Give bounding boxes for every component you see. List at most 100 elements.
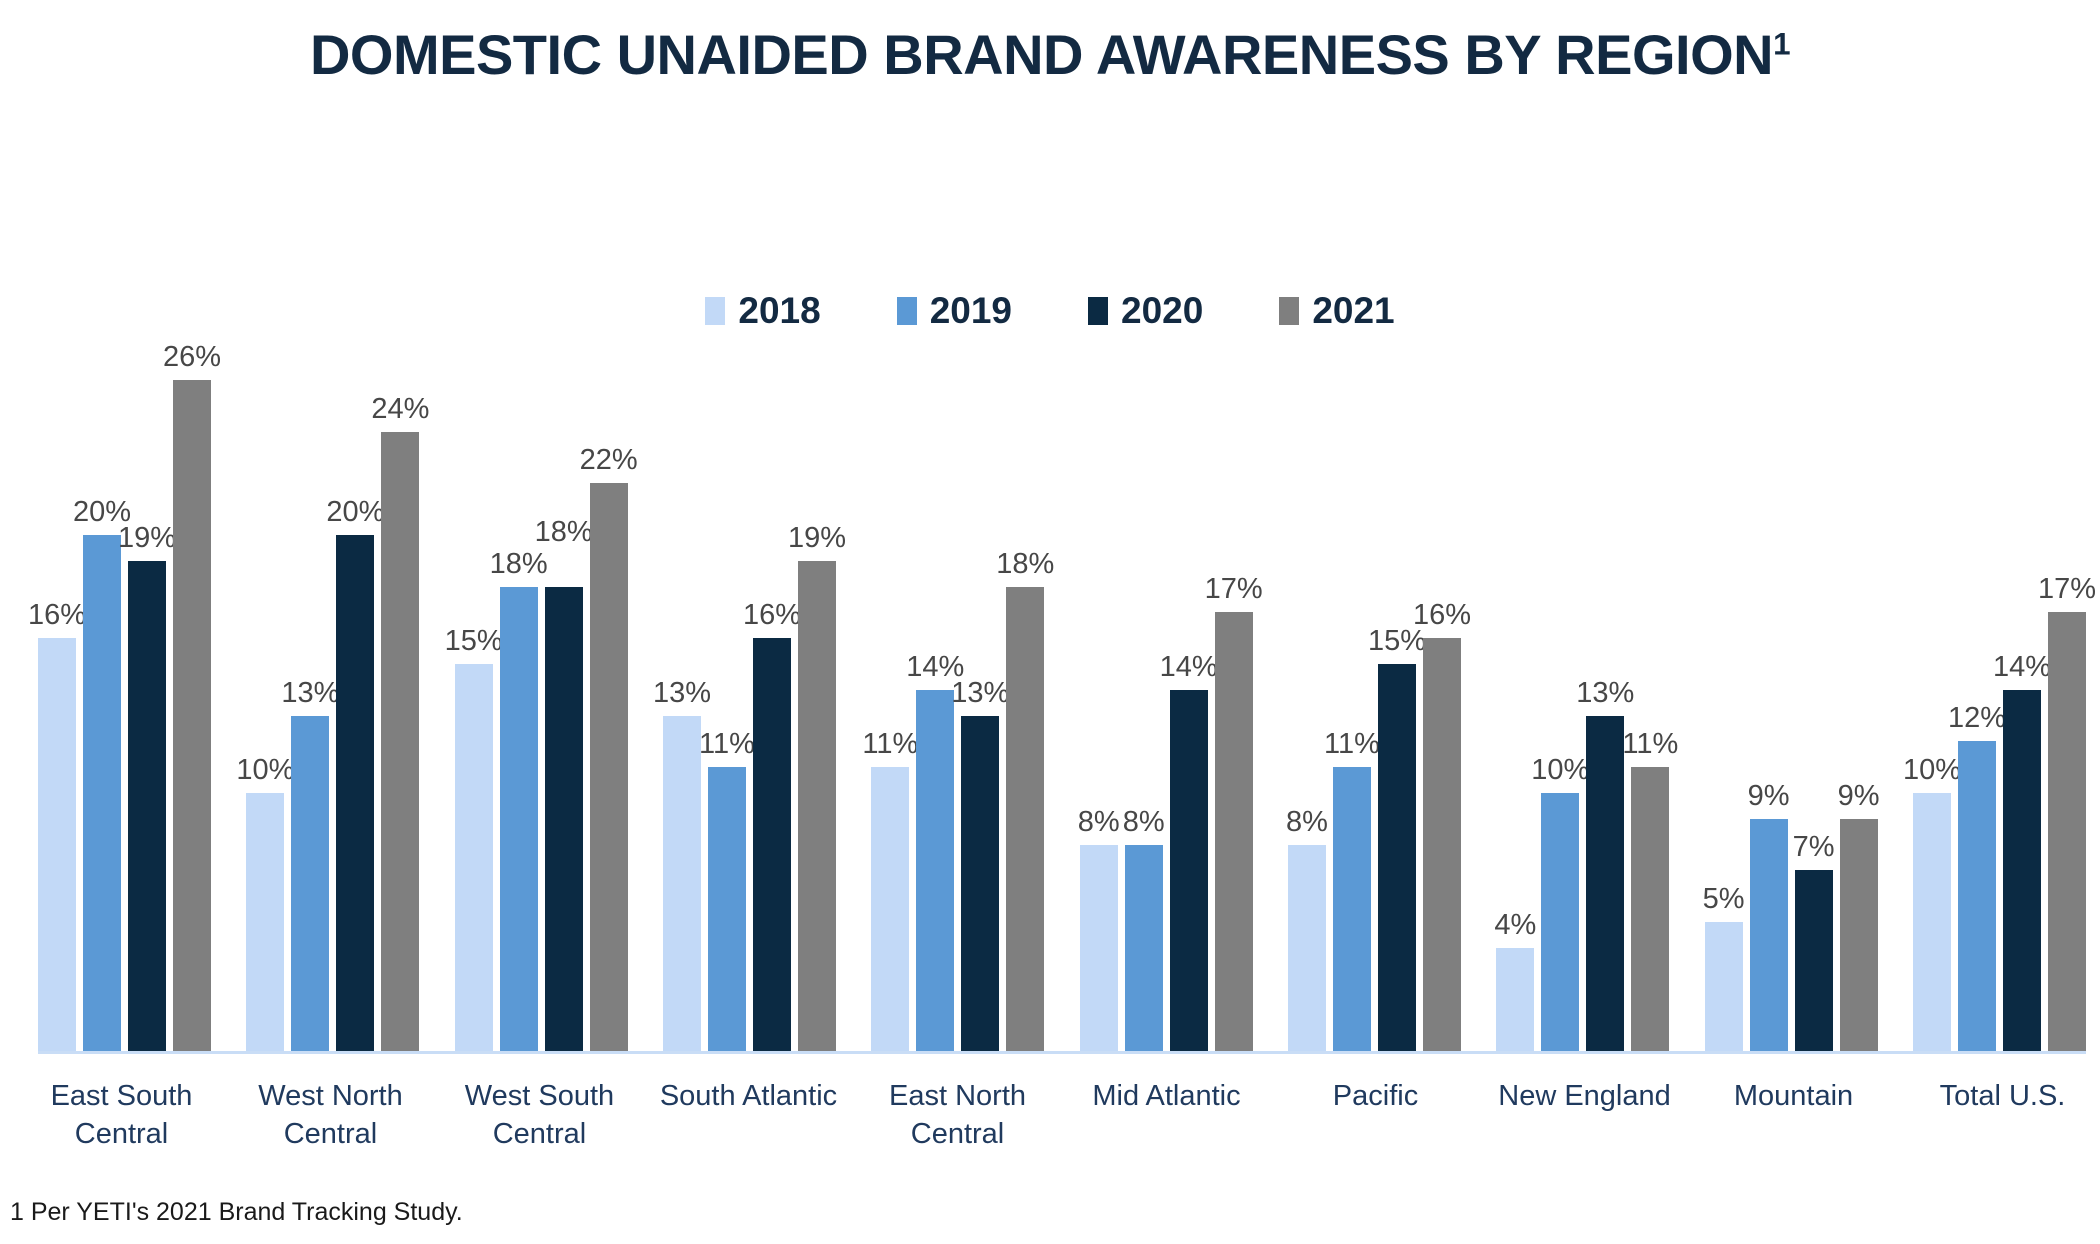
bar-2021-south-atlantic xyxy=(797,561,836,1051)
bar-2021-mid-atlantic xyxy=(1214,612,1253,1051)
value-label: 24% xyxy=(371,393,430,425)
bar-slot: 4% xyxy=(1494,281,1536,1051)
legend-label: 2018 xyxy=(738,290,821,331)
value-label: 16% xyxy=(742,599,802,631)
bar-group-east-north-central: 11% 14% 13% 18% xyxy=(862,281,1054,1051)
bar-slot: 10% xyxy=(236,281,294,1051)
bar-slot: 18% xyxy=(996,281,1054,1051)
bar-2019-east-north-central xyxy=(916,690,955,1051)
bar-slot: 11% xyxy=(699,281,755,1051)
value-label: 16% xyxy=(1412,599,1471,631)
bar-slot: 15% xyxy=(445,281,503,1051)
bar-slot: 9% xyxy=(1747,281,1790,1051)
value-label: 11% xyxy=(1324,728,1380,760)
category-label-text: Mid Atlantic xyxy=(1092,1080,1241,1112)
category-label-east-south-central: East South Central xyxy=(38,1078,205,1153)
legend: 2018 2019 2020 2021 xyxy=(0,290,2100,332)
value-label: 9% xyxy=(1837,780,1880,812)
value-label: 22% xyxy=(579,444,638,476)
bar-group-south-atlantic: 13% 11% 16% 19% xyxy=(653,281,846,1051)
bar-2018-east-south-central xyxy=(38,638,76,1051)
bar-slot: 20% xyxy=(326,281,384,1051)
legend-label: 2019 xyxy=(929,290,1012,331)
bar-slot: 26% xyxy=(163,281,221,1051)
value-label: 7% xyxy=(1792,831,1835,863)
bar-slot: 11% xyxy=(1324,281,1380,1051)
legend-swatch-2019 xyxy=(896,297,917,325)
bar-slot: 8% xyxy=(1123,281,1165,1051)
bar-group-east-south-central: 16% 20% 19% 26% xyxy=(28,281,221,1051)
bar-slot: 17% xyxy=(1205,281,1263,1051)
bar-slot: 16% xyxy=(743,281,801,1051)
category-label-mountain: Mountain xyxy=(1710,1078,1877,1153)
bar-slot: 20% xyxy=(73,281,131,1051)
legend-swatch-2021 xyxy=(1279,297,1300,325)
bar-2019-west-north-central xyxy=(291,716,330,1051)
value-label: 18% xyxy=(534,516,593,548)
bar-2019-east-south-central xyxy=(83,535,121,1051)
value-label: 26% xyxy=(162,341,222,373)
bar-slot: 13% xyxy=(653,281,711,1051)
bar-2020-south-atlantic xyxy=(752,638,791,1051)
value-label: 14% xyxy=(906,651,965,683)
category-label-text: West South Central xyxy=(464,1080,615,1150)
legend-item-2019: 2019 xyxy=(896,290,1012,332)
value-label: 17% xyxy=(2037,573,2096,605)
value-label: 10% xyxy=(1902,754,1961,786)
value-label: 16% xyxy=(27,599,87,631)
bar-2019-total-u-s xyxy=(1957,741,1996,1051)
bar-slot: 13% xyxy=(1576,281,1634,1051)
category-label-mid-atlantic: Mid Atlantic xyxy=(1083,1078,1250,1153)
bar-2021-east-south-central xyxy=(173,380,211,1051)
bar-2021-pacific xyxy=(1422,638,1461,1051)
legend-swatch-2018 xyxy=(705,297,726,325)
value-label: 15% xyxy=(1367,625,1426,657)
bar-slot: 14% xyxy=(1160,281,1218,1051)
bar-2018-mid-atlantic xyxy=(1079,845,1118,1051)
bar-2021-total-u-s xyxy=(2047,612,2086,1051)
legend-item-2021: 2021 xyxy=(1279,290,1395,332)
value-label: 13% xyxy=(281,677,340,709)
bar-2021-mountain xyxy=(1839,819,1878,1051)
category-label-text: South Atlantic xyxy=(659,1080,838,1112)
value-label: 11% xyxy=(699,728,755,760)
bar-2019-west-south-central xyxy=(499,587,538,1051)
category-label-text: Mountain xyxy=(1733,1080,1854,1112)
category-label-west-north-central: West North Central xyxy=(247,1078,414,1153)
bar-2018-west-south-central xyxy=(454,664,493,1051)
bar-2020-pacific xyxy=(1377,664,1416,1051)
bar-slot: 14% xyxy=(906,281,964,1051)
category-label-text: East South Central xyxy=(50,1080,193,1150)
category-label-text: West North Central xyxy=(258,1080,403,1150)
bar-slot: 19% xyxy=(118,281,176,1051)
bar-slot: 19% xyxy=(788,281,846,1051)
bar-slot: 12% xyxy=(1948,281,2006,1051)
bar-2020-east-north-central xyxy=(961,716,1000,1051)
bar-2019-mountain xyxy=(1749,819,1788,1051)
value-label: 10% xyxy=(1531,754,1590,786)
bar-group-mountain: 5% 9% 7% 9% xyxy=(1703,281,1880,1051)
bar-group-west-north-central: 10% 13% 20% 24% xyxy=(236,281,429,1051)
bar-2020-east-south-central xyxy=(128,561,166,1051)
bar-group-mid-atlantic: 8% 8% 14% 17% xyxy=(1078,281,1263,1051)
bar-2020-west-north-central xyxy=(336,535,375,1051)
value-label: 13% xyxy=(1576,677,1635,709)
bar-2019-mid-atlantic xyxy=(1124,845,1163,1051)
category-label-text: Pacific xyxy=(1332,1080,1419,1112)
category-label-east-north-central: East North Central xyxy=(874,1078,1041,1153)
value-label: 9% xyxy=(1747,780,1790,812)
value-label: 20% xyxy=(326,496,385,528)
page-title: DOMESTIC UNAIDED BRAND AWARENESS BY REGI… xyxy=(0,22,2100,87)
bar-slot: 11% xyxy=(862,281,918,1051)
bar-2019-pacific xyxy=(1332,767,1371,1051)
category-label-south-atlantic: South Atlantic xyxy=(660,1078,837,1153)
bar-slot: 15% xyxy=(1368,281,1426,1051)
bar-slot: 14% xyxy=(1993,281,2051,1051)
value-label: 15% xyxy=(444,625,503,657)
category-label-pacific: Pacific xyxy=(1292,1078,1459,1153)
value-label: 13% xyxy=(652,677,712,709)
value-label: 14% xyxy=(1992,651,2051,683)
value-label: 12% xyxy=(1947,702,2006,734)
category-axis: East South Central West North Central West… xyxy=(38,1078,2086,1153)
bar-slot: 18% xyxy=(535,281,593,1051)
